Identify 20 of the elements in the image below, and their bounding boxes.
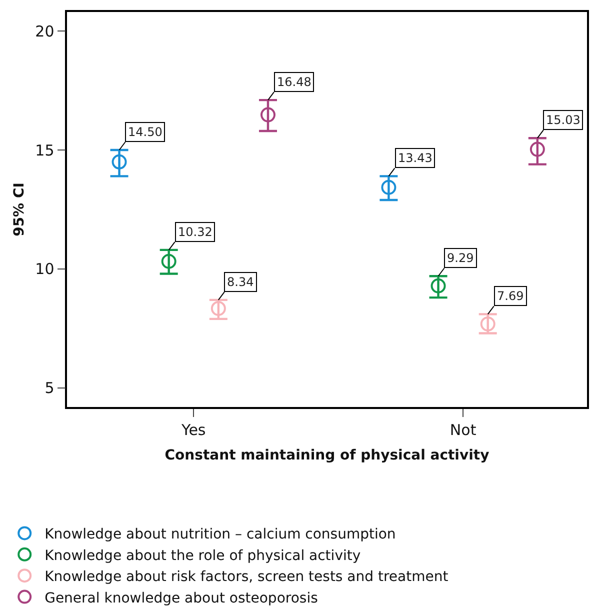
- data-label: 10.32: [178, 225, 212, 239]
- data-label: 13.43: [398, 151, 432, 165]
- legend-label: General knowledge about osteoporosis: [44, 590, 318, 606]
- data-label: 14.50: [128, 125, 162, 139]
- y-tick-label: 15: [35, 141, 54, 160]
- data-label: 16.48: [277, 75, 312, 89]
- y-axis-title: 95% CI: [11, 182, 28, 236]
- data-label: 15.03: [546, 113, 580, 127]
- legend-label: Knowledge about the role of physical activity: [44, 548, 361, 564]
- data-label: 7.69: [497, 289, 524, 303]
- x-tick-label: Not: [450, 420, 476, 439]
- y-tick-label: 20: [35, 22, 54, 40]
- x-axis-title: Constant maintaining of physical activity: [164, 448, 490, 464]
- y-tick-label: 10: [35, 260, 54, 278]
- y-tick-label: 5: [44, 379, 54, 398]
- legend-label: Knowledge about risk factors, screen tests and treatment: [44, 569, 449, 586]
- data-label: 8.34: [227, 275, 254, 289]
- x-tick-label: Yes: [180, 420, 206, 439]
- data-label: 9.29: [447, 251, 474, 265]
- legend-label: Knowledge about nutrition – calcium consumption: [44, 526, 396, 543]
